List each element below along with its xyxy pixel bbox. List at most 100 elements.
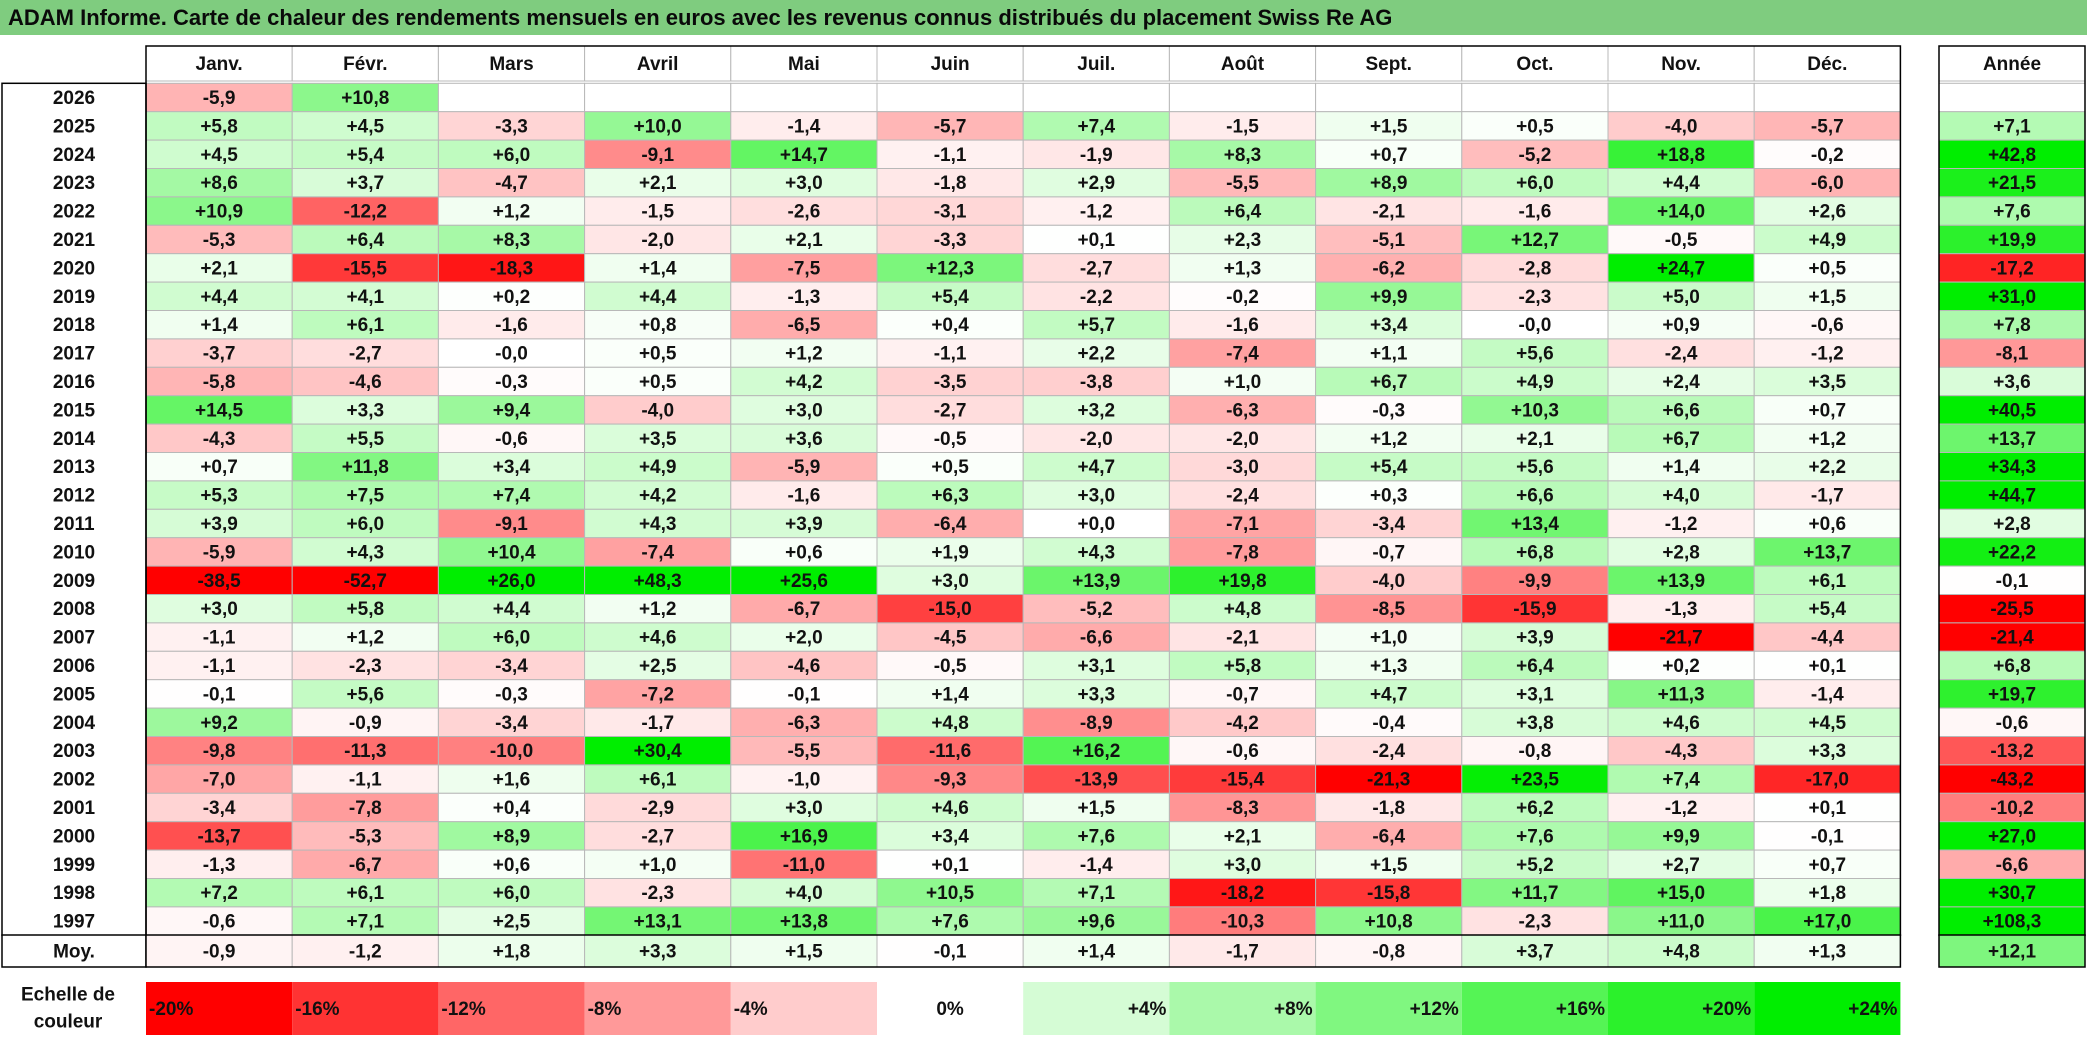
heat-cell-value: +19,8	[1218, 571, 1266, 592]
heat-cell-value: +12,7	[1511, 230, 1559, 251]
heat-cell	[1315, 537, 1463, 567]
heat-cell	[730, 338, 878, 368]
heat-cell-value: +13,1	[634, 912, 683, 933]
heat-cell	[1753, 224, 1901, 255]
month-header-label: Mars	[489, 54, 533, 75]
heat-cell	[1461, 821, 1609, 851]
heat-cell-value: +5,0	[1662, 287, 1700, 308]
heat-cell-value: +3,1	[1516, 684, 1554, 705]
heat-cell	[145, 764, 293, 794]
heat-cell-value: +0,5	[931, 457, 969, 478]
heat-cell-value: -1,1	[349, 770, 382, 791]
heat-cell-value: -7,5	[788, 258, 821, 279]
heat-cell-value: +1,0	[639, 855, 677, 876]
heat-cell	[1461, 452, 1609, 482]
heat-cell-value: -9,9	[1519, 571, 1552, 592]
heat-cell-value: -3,4	[203, 798, 236, 819]
average-cell-value: -1,2	[349, 942, 382, 963]
average-row-border	[145, 934, 1902, 968]
heat-cell-value: +2,5	[639, 656, 677, 677]
heat-cell	[437, 480, 586, 510]
heat-cell-value: +5,6	[1516, 457, 1554, 478]
heat-cell-value: -6,7	[349, 855, 382, 876]
scale-swatch-label: +24%	[1848, 999, 1897, 1020]
heat-cell	[291, 764, 439, 794]
heat-cell-value: +0,1	[931, 855, 969, 876]
year-label: 2016	[53, 372, 95, 393]
annual-cell	[1938, 139, 2086, 170]
heat-cell	[730, 366, 878, 397]
scale-swatch	[292, 982, 439, 1035]
heat-cell	[584, 338, 732, 368]
year-label: 2001	[53, 798, 96, 819]
heat-cell-value: +5,2	[1516, 855, 1554, 876]
heat-cell-value: +3,0	[785, 173, 823, 194]
heat-cell-value: +0,0	[1078, 514, 1116, 535]
heat-cell	[1607, 366, 1755, 397]
heat-cell	[1753, 82, 1901, 113]
scale-swatch-label: -4%	[734, 999, 768, 1020]
heat-cell	[1022, 792, 1170, 823]
heat-cell-value: +2,1	[1224, 826, 1262, 847]
heat-cell	[1168, 338, 1317, 368]
heat-cell	[1315, 224, 1463, 255]
heat-cell	[437, 366, 586, 397]
heat-cell	[437, 792, 586, 823]
heat-cell-value: -2,0	[1080, 429, 1113, 450]
annual-cell-value: -13,2	[1990, 741, 2033, 762]
heat-cell-value: -5,5	[788, 741, 821, 762]
year-label: 2005	[53, 684, 96, 705]
heat-cell-value: +3,0	[785, 798, 823, 819]
heat-cell-value: +1,2	[785, 344, 823, 365]
annual-header-cell	[1938, 45, 2086, 82]
year-label: 2006	[53, 656, 95, 677]
year-label: 2009	[53, 571, 95, 592]
heat-cell-value: +4,4	[493, 599, 531, 620]
heat-cell	[1315, 707, 1463, 737]
month-header-label: Août	[1221, 54, 1265, 75]
heat-cell	[730, 821, 878, 851]
annual-cell-value: +19,7	[1988, 684, 2036, 705]
heat-cell	[437, 281, 586, 312]
heat-cell-value: +8,9	[493, 826, 531, 847]
heat-cell	[1315, 679, 1463, 709]
heat-cell	[291, 338, 439, 368]
heat-cell-value: -0,3	[495, 684, 528, 705]
heat-cell-value: -0,0	[1519, 315, 1552, 336]
heat-cell-value: -2,8	[1519, 258, 1552, 279]
heat-cell	[730, 452, 878, 482]
heat-cell-value: +13,8	[780, 912, 828, 933]
year-label: 2000	[53, 826, 95, 847]
heat-cell-value: -3,5	[934, 372, 967, 393]
heat-cell-value: +1,0	[1224, 372, 1262, 393]
heat-cell-value: +0,7	[1809, 855, 1847, 876]
heat-cell-value: +5,3	[200, 486, 238, 507]
month-header-cell	[1753, 45, 1901, 82]
heat-cell-value: -2,0	[1226, 429, 1259, 450]
average-cell	[584, 934, 732, 968]
heat-cell-value: +6,7	[1662, 429, 1700, 450]
heat-cell-value: +0,4	[931, 315, 969, 336]
heat-cell	[437, 196, 586, 226]
heat-cell-value: -1,3	[1665, 599, 1698, 620]
heat-cell-value: -5,3	[203, 230, 236, 251]
heat-cell	[437, 707, 586, 737]
heat-cell-value: -2,7	[1080, 258, 1113, 279]
year-label: 2026	[53, 88, 95, 109]
year-label: 2008	[53, 599, 95, 620]
annual-cell-value: -17,2	[1990, 258, 2033, 279]
page-title: ADAM Informe. Carte de chaleur des rende…	[0, 0, 2087, 35]
heat-cell-value: -2,7	[934, 400, 967, 421]
heat-cell-value: +5,8	[347, 599, 385, 620]
heat-cell-value: +6,1	[347, 315, 385, 336]
heat-cell-value: +0,5	[1516, 116, 1554, 137]
heat-cell-value: +1,4	[639, 258, 677, 279]
heat-cell-value: +10,0	[634, 116, 682, 137]
heat-cell-value: -11,0	[783, 855, 825, 876]
heat-cell-value: -3,4	[495, 656, 528, 677]
heat-cell-value: +8,3	[493, 230, 531, 251]
heat-cell	[730, 849, 878, 879]
month-header-label: Janv.	[196, 54, 243, 75]
heat-cell-value: +0,6	[1809, 514, 1847, 535]
heat-cell	[145, 849, 293, 879]
